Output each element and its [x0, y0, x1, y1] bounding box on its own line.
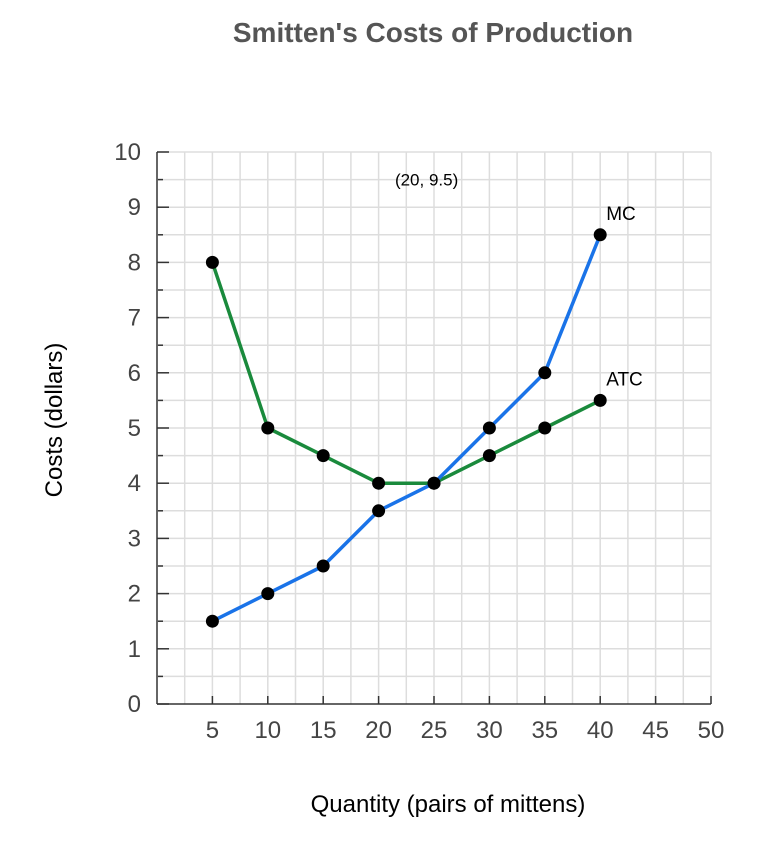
y-tick-label: 8 [128, 249, 141, 276]
x-tick-label: 45 [642, 717, 669, 744]
x-tick-label: 50 [698, 717, 725, 744]
series-label-atc: ATC [606, 369, 643, 390]
y-tick-label: 0 [128, 691, 141, 718]
x-tick-label: 25 [421, 717, 448, 744]
data-point-atc [372, 476, 386, 490]
data-point-mc [261, 587, 275, 601]
data-point-mc [427, 476, 441, 490]
data-point-mc [316, 559, 330, 573]
y-axis-label: Costs (dollars) [41, 343, 68, 498]
x-tick-label: 30 [476, 717, 503, 744]
data-point-mc [538, 366, 552, 380]
series-line-atc [210, 260, 602, 485]
axes [156, 151, 712, 705]
x-axis-label: Quantity (pairs of mittens) [311, 791, 586, 818]
data-point-mc [205, 614, 219, 628]
series-line-mc [210, 233, 602, 623]
x-tick-label: 10 [254, 717, 281, 744]
data-point-mc [482, 421, 496, 435]
x-tick-label: 20 [365, 717, 392, 744]
x-tick-label: 5 [206, 717, 219, 744]
y-tick-label: 5 [128, 415, 141, 442]
y-tick-label: 3 [128, 525, 141, 552]
y-tick-label: 4 [128, 470, 141, 497]
data-point-atc [316, 449, 330, 463]
x-tick-label: 15 [310, 717, 337, 744]
data-point-atc [482, 449, 496, 463]
data-point-atc [261, 421, 275, 435]
series [205, 228, 607, 628]
annotation-label: (20, 9.5) [395, 171, 458, 190]
x-tick-label: 35 [531, 717, 558, 744]
data-point-atc [205, 255, 219, 269]
y-tick-label: 7 [128, 305, 141, 332]
data-point-mc [372, 504, 386, 518]
data-point-mc [593, 228, 607, 242]
grid [157, 151, 712, 704]
y-tick-label: 6 [128, 360, 141, 387]
chart-title: Smitten's Costs of Production [233, 17, 633, 48]
y-tick-label: 9 [128, 194, 141, 221]
data-point-atc [538, 421, 552, 435]
labels: ATC MC (20, 9.5) [395, 171, 643, 391]
data-point-atc [593, 393, 607, 407]
y-tick-label: 1 [128, 636, 141, 663]
series-label-mc: MC [606, 204, 636, 225]
y-tick-label: 2 [128, 581, 141, 608]
x-tick-label: 40 [587, 717, 614, 744]
y-tick-label: 10 [114, 139, 141, 166]
